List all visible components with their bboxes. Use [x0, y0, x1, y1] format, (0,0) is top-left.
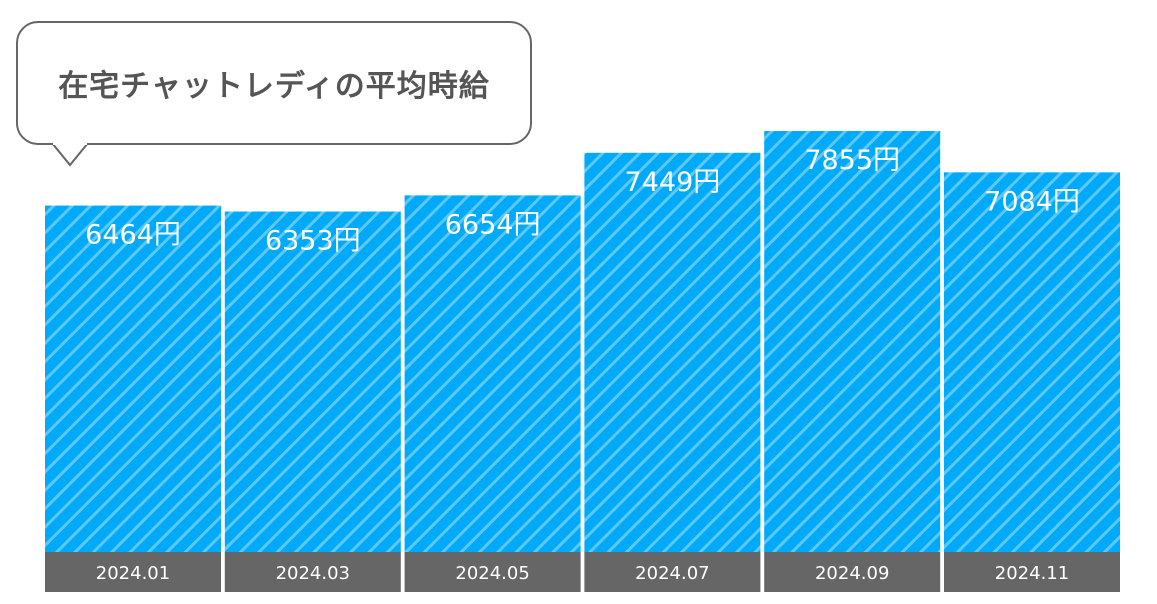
x-tick-label: 2024.07	[635, 563, 709, 584]
category-band	[944, 552, 1120, 592]
title-bubble: 在宅チャットレディの平均時給	[16, 21, 532, 145]
chart-title: 在宅チャットレディの平均時給	[58, 69, 490, 104]
x-tick-label: 2024.11	[995, 563, 1069, 584]
category-band	[45, 552, 221, 592]
category-band	[584, 552, 761, 592]
data-label: 7449円	[625, 167, 721, 198]
x-tick-label: 2024.03	[276, 563, 350, 584]
category-band	[224, 552, 401, 592]
bar	[944, 172, 1120, 553]
bar	[224, 211, 401, 552]
bar	[764, 131, 941, 552]
bar	[584, 152, 761, 553]
category-band	[764, 552, 941, 592]
data-label: 6654円	[445, 209, 541, 240]
data-label: 6464円	[85, 220, 181, 251]
data-label: 6353円	[265, 226, 361, 257]
x-tick-label: 2024.09	[815, 563, 889, 584]
x-tick-label: 2024.05	[455, 563, 529, 584]
bar	[45, 205, 221, 552]
bar	[404, 195, 581, 552]
bubble-tail	[52, 143, 89, 167]
data-label: 7855円	[804, 145, 900, 176]
category-band	[404, 552, 581, 592]
data-label: 7084円	[984, 186, 1080, 217]
x-tick-label: 2024.01	[96, 563, 170, 584]
